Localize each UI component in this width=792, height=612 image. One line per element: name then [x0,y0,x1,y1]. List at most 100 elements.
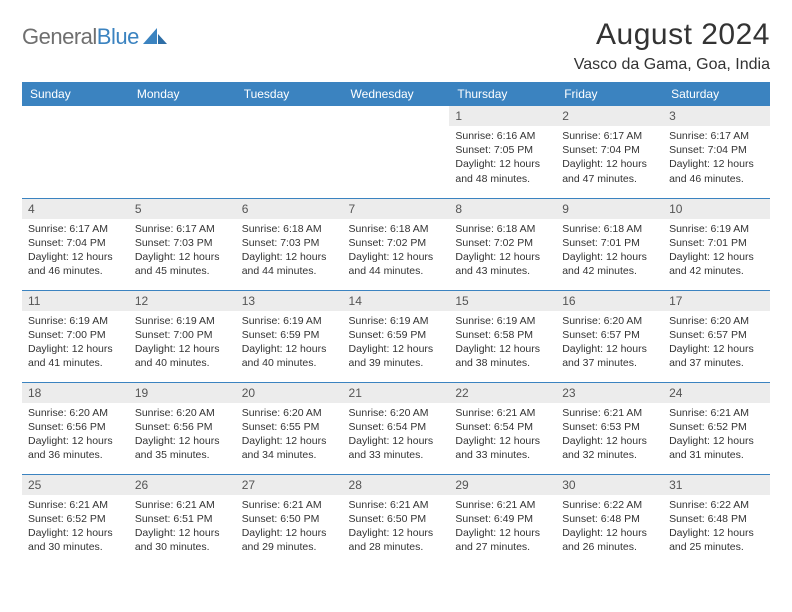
day-body: Sunrise: 6:17 AMSunset: 7:04 PMDaylight:… [663,126,770,190]
day-body: Sunrise: 6:17 AMSunset: 7:04 PMDaylight:… [22,219,129,283]
day-number: 28 [343,475,450,495]
day-header: Saturday [663,82,770,106]
sunset-text: Sunset: 6:48 PM [562,512,657,526]
sunrise-text: Sunrise: 6:19 AM [349,314,444,328]
sunrise-text: Sunrise: 6:18 AM [242,222,337,236]
sunset-text: Sunset: 6:55 PM [242,420,337,434]
day-number: 20 [236,383,343,403]
sail-icon [143,28,167,46]
day-body: Sunrise: 6:20 AMSunset: 6:54 PMDaylight:… [343,403,450,467]
sunrise-text: Sunrise: 6:19 AM [242,314,337,328]
day-number: 16 [556,291,663,311]
calendar-cell: 4Sunrise: 6:17 AMSunset: 7:04 PMDaylight… [22,198,129,290]
day-body: Sunrise: 6:22 AMSunset: 6:48 PMDaylight:… [663,495,770,559]
day-number: 30 [556,475,663,495]
calendar-cell: 9Sunrise: 6:18 AMSunset: 7:01 PMDaylight… [556,198,663,290]
calendar-cell: 11Sunrise: 6:19 AMSunset: 7:00 PMDayligh… [22,290,129,382]
day-body: Sunrise: 6:19 AMSunset: 6:58 PMDaylight:… [449,311,556,375]
daylight-text: Daylight: 12 hours and 37 minutes. [562,342,657,370]
day-number: 5 [129,199,236,219]
day-body: Sunrise: 6:22 AMSunset: 6:48 PMDaylight:… [556,495,663,559]
header: GeneralBlue August 2024 Vasco da Gama, G… [22,18,770,74]
day-number: 23 [556,383,663,403]
calendar-cell: 6Sunrise: 6:18 AMSunset: 7:03 PMDaylight… [236,198,343,290]
day-number: 29 [449,475,556,495]
day-number: 22 [449,383,556,403]
calendar-cell [22,106,129,198]
sunrise-text: Sunrise: 6:21 AM [135,498,230,512]
daylight-text: Daylight: 12 hours and 26 minutes. [562,526,657,554]
daylight-text: Daylight: 12 hours and 37 minutes. [669,342,764,370]
calendar-week: 1Sunrise: 6:16 AMSunset: 7:05 PMDaylight… [22,106,770,198]
sunrise-text: Sunrise: 6:19 AM [455,314,550,328]
day-number: 24 [663,383,770,403]
sunset-text: Sunset: 6:51 PM [135,512,230,526]
daylight-text: Daylight: 12 hours and 27 minutes. [455,526,550,554]
daylight-text: Daylight: 12 hours and 36 minutes. [28,434,123,462]
day-number: 9 [556,199,663,219]
day-body: Sunrise: 6:17 AMSunset: 7:04 PMDaylight:… [556,126,663,190]
daylight-text: Daylight: 12 hours and 40 minutes. [242,342,337,370]
daylight-text: Daylight: 12 hours and 38 minutes. [455,342,550,370]
sunset-text: Sunset: 6:53 PM [562,420,657,434]
daylight-text: Daylight: 12 hours and 48 minutes. [455,157,550,185]
calendar-cell [129,106,236,198]
day-body: Sunrise: 6:18 AMSunset: 7:02 PMDaylight:… [343,219,450,283]
day-body: Sunrise: 6:21 AMSunset: 6:51 PMDaylight:… [129,495,236,559]
sunset-text: Sunset: 7:04 PM [669,143,764,157]
day-body: Sunrise: 6:21 AMSunset: 6:52 PMDaylight:… [663,403,770,467]
day-header: Wednesday [343,82,450,106]
daylight-text: Daylight: 12 hours and 31 minutes. [669,434,764,462]
sunset-text: Sunset: 6:52 PM [669,420,764,434]
day-number: 25 [22,475,129,495]
calendar-cell: 7Sunrise: 6:18 AMSunset: 7:02 PMDaylight… [343,198,450,290]
day-header: Friday [556,82,663,106]
daylight-text: Daylight: 12 hours and 45 minutes. [135,250,230,278]
day-number: 2 [556,106,663,126]
sunset-text: Sunset: 6:54 PM [349,420,444,434]
calendar-head: SundayMondayTuesdayWednesdayThursdayFrid… [22,82,770,106]
daylight-text: Daylight: 12 hours and 44 minutes. [349,250,444,278]
calendar-cell: 15Sunrise: 6:19 AMSunset: 6:58 PMDayligh… [449,290,556,382]
sunset-text: Sunset: 7:00 PM [28,328,123,342]
calendar-cell: 30Sunrise: 6:22 AMSunset: 6:48 PMDayligh… [556,474,663,566]
day-number: 12 [129,291,236,311]
daylight-text: Daylight: 12 hours and 28 minutes. [349,526,444,554]
calendar-cell: 17Sunrise: 6:20 AMSunset: 6:57 PMDayligh… [663,290,770,382]
day-body: Sunrise: 6:20 AMSunset: 6:56 PMDaylight:… [129,403,236,467]
calendar-table: SundayMondayTuesdayWednesdayThursdayFrid… [22,82,770,566]
calendar-cell: 18Sunrise: 6:20 AMSunset: 6:56 PMDayligh… [22,382,129,474]
calendar-cell [236,106,343,198]
day-body: Sunrise: 6:19 AMSunset: 7:00 PMDaylight:… [129,311,236,375]
calendar-cell: 16Sunrise: 6:20 AMSunset: 6:57 PMDayligh… [556,290,663,382]
calendar-cell: 26Sunrise: 6:21 AMSunset: 6:51 PMDayligh… [129,474,236,566]
sunset-text: Sunset: 6:59 PM [242,328,337,342]
day-body: Sunrise: 6:20 AMSunset: 6:57 PMDaylight:… [556,311,663,375]
daylight-text: Daylight: 12 hours and 33 minutes. [349,434,444,462]
calendar-week: 18Sunrise: 6:20 AMSunset: 6:56 PMDayligh… [22,382,770,474]
day-body: Sunrise: 6:17 AMSunset: 7:03 PMDaylight:… [129,219,236,283]
sunset-text: Sunset: 7:04 PM [562,143,657,157]
calendar-cell: 31Sunrise: 6:22 AMSunset: 6:48 PMDayligh… [663,474,770,566]
brand-text: GeneralBlue [22,24,139,50]
sunset-text: Sunset: 6:48 PM [669,512,764,526]
daylight-text: Daylight: 12 hours and 35 minutes. [135,434,230,462]
sunset-text: Sunset: 6:59 PM [349,328,444,342]
daylight-text: Daylight: 12 hours and 32 minutes. [562,434,657,462]
calendar-cell: 5Sunrise: 6:17 AMSunset: 7:03 PMDaylight… [129,198,236,290]
calendar-cell [343,106,450,198]
sunrise-text: Sunrise: 6:18 AM [349,222,444,236]
day-body: Sunrise: 6:19 AMSunset: 6:59 PMDaylight:… [343,311,450,375]
daylight-text: Daylight: 12 hours and 25 minutes. [669,526,764,554]
sunrise-text: Sunrise: 6:20 AM [28,406,123,420]
calendar-cell: 10Sunrise: 6:19 AMSunset: 7:01 PMDayligh… [663,198,770,290]
sunset-text: Sunset: 6:54 PM [455,420,550,434]
day-body: Sunrise: 6:21 AMSunset: 6:50 PMDaylight:… [236,495,343,559]
calendar-cell: 2Sunrise: 6:17 AMSunset: 7:04 PMDaylight… [556,106,663,198]
day-number: 7 [343,199,450,219]
day-number: 3 [663,106,770,126]
sunrise-text: Sunrise: 6:17 AM [135,222,230,236]
daylight-text: Daylight: 12 hours and 29 minutes. [242,526,337,554]
sunset-text: Sunset: 7:04 PM [28,236,123,250]
sunset-text: Sunset: 7:02 PM [349,236,444,250]
